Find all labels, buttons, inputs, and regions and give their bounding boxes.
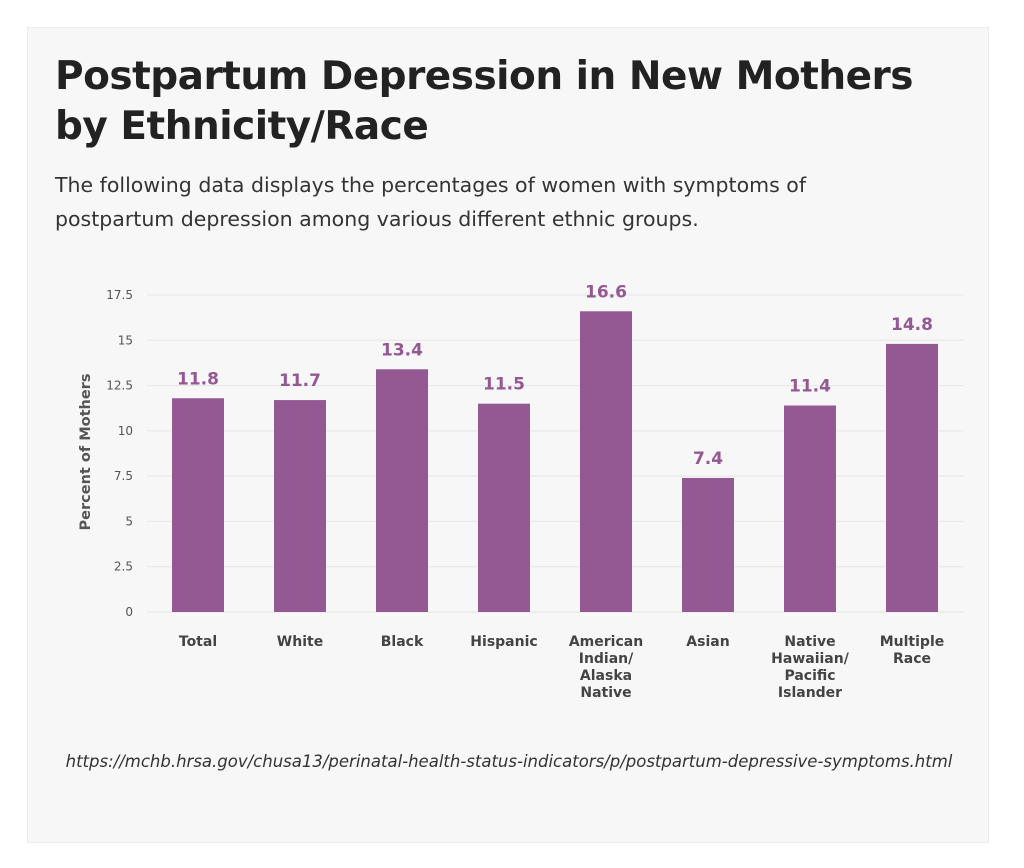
data-label: 11.4	[789, 376, 831, 396]
x-tick-label: American	[569, 634, 643, 650]
data-label: 11.5	[483, 375, 525, 395]
chart-title: Postpartum Depression in New Mothers by …	[55, 54, 914, 149]
data-label: 11.8	[177, 369, 219, 389]
y-tick-label: 12.5	[106, 379, 133, 393]
bar	[172, 398, 224, 612]
bar	[886, 343, 938, 612]
bar	[682, 477, 734, 612]
bar	[274, 400, 326, 612]
y-tick-label: 7.5	[114, 469, 133, 483]
x-tick-label: Black	[381, 634, 424, 650]
source-link[interactable]: https://mchb.hrsa.gov/chusa13/perinatal-…	[65, 752, 953, 771]
x-tick-label: Multiple	[880, 634, 945, 650]
x-tick-label: Total	[179, 634, 217, 650]
bar	[580, 311, 632, 612]
x-tick-label: Race	[893, 651, 931, 667]
y-tick-label: 5	[125, 514, 133, 528]
data-label: 7.4	[693, 449, 723, 469]
x-tick-label: White	[277, 634, 323, 650]
x-tick-label: Indian/	[579, 651, 634, 667]
bar	[784, 405, 836, 612]
bar-chart: 0 2.5 5 7.5 10 12.5 15 17.5 Percent of Mothers 11…	[78, 282, 964, 701]
y-tick-label: 2.5	[114, 560, 133, 574]
x-tick-label: Hispanic	[470, 634, 537, 650]
data-label: 16.6	[585, 282, 627, 302]
data-label: 11.7	[279, 371, 321, 391]
x-tick-label: Asian	[686, 634, 729, 650]
y-axis-label: Percent of Mothers	[78, 374, 94, 531]
bar	[376, 369, 428, 612]
y-tick-label: 15	[118, 333, 133, 347]
x-tick-label: Alaska	[580, 668, 632, 684]
y-tick-label: 17.5	[106, 288, 133, 302]
x-tick-label: Native	[784, 634, 835, 650]
bar	[478, 403, 530, 612]
x-tick-label: Native	[580, 685, 631, 701]
data-label: 14.8	[891, 315, 933, 335]
x-tick-label: Hawaiian/	[771, 651, 850, 667]
x-tick-label: Islander	[778, 685, 842, 701]
chart-card: Postpartum Depression in New Mothers by …	[27, 27, 989, 843]
x-tick-label: Pacific	[784, 668, 835, 684]
y-tick-label: 10	[118, 424, 133, 438]
y-tick-label: 0	[125, 605, 133, 619]
data-label: 13.4	[381, 340, 423, 360]
chart-subtitle: The following data displays the percenta…	[55, 173, 807, 231]
